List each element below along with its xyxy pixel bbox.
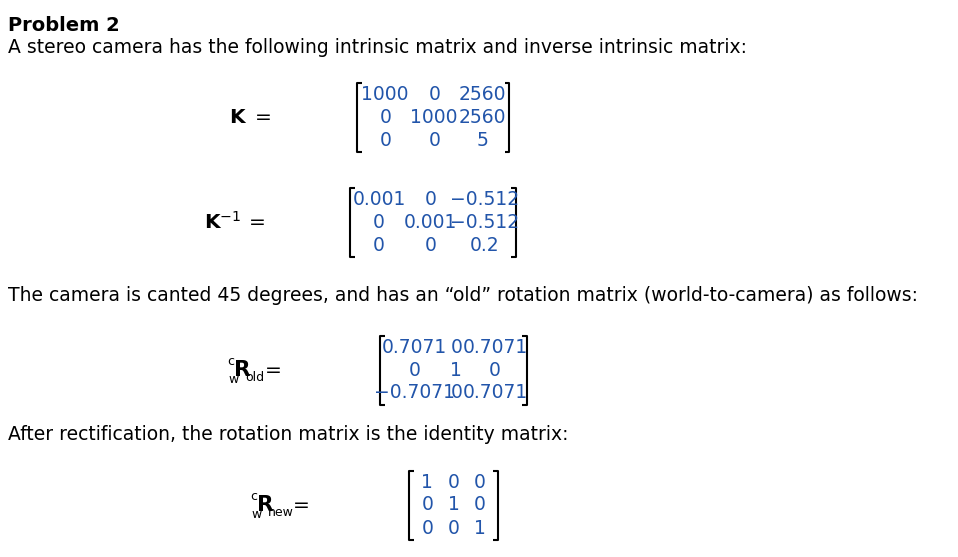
Text: 0: 0 — [473, 472, 486, 491]
Text: 0: 0 — [422, 519, 433, 538]
Text: 0.001: 0.001 — [404, 213, 457, 232]
Text: −0.7071: −0.7071 — [375, 384, 455, 403]
Text: 1: 1 — [422, 472, 433, 491]
Text: 0: 0 — [428, 130, 440, 149]
Text: 0: 0 — [374, 236, 385, 255]
Text: 0: 0 — [424, 189, 437, 208]
Text: −0.512: −0.512 — [450, 213, 519, 232]
Text: 1000: 1000 — [410, 108, 458, 126]
Text: −0.512: −0.512 — [450, 189, 519, 208]
Text: =: = — [255, 108, 272, 126]
Text: 2560: 2560 — [458, 85, 506, 104]
Text: 0.7071: 0.7071 — [382, 338, 447, 356]
Text: 0: 0 — [450, 384, 463, 403]
Text: Problem 2: Problem 2 — [9, 16, 120, 35]
Text: 0: 0 — [422, 496, 433, 515]
Text: 0: 0 — [447, 519, 460, 538]
Text: 0: 0 — [447, 472, 460, 491]
Text: 0: 0 — [374, 213, 385, 232]
Text: 0: 0 — [424, 236, 437, 255]
Text: $\mathbf{K}^{-1}$: $\mathbf{K}^{-1}$ — [204, 211, 241, 233]
Text: new: new — [268, 506, 294, 519]
Text: w: w — [252, 507, 262, 520]
Text: After rectification, the rotation matrix is the identity matrix:: After rectification, the rotation matrix… — [9, 425, 569, 444]
Text: A stereo camera has the following intrinsic matrix and inverse intrinsic matrix:: A stereo camera has the following intrin… — [9, 38, 747, 57]
Text: 0: 0 — [379, 130, 391, 149]
Text: 1: 1 — [450, 360, 463, 379]
Text: c: c — [227, 354, 234, 368]
Text: =: = — [292, 496, 309, 515]
Text: 0.7071: 0.7071 — [463, 338, 528, 356]
Text: 0: 0 — [490, 360, 501, 379]
Text: 0.7071: 0.7071 — [463, 384, 528, 403]
Text: w: w — [229, 373, 239, 385]
Text: 0.001: 0.001 — [353, 189, 406, 208]
Text: 1: 1 — [447, 496, 460, 515]
Text: 0: 0 — [409, 360, 421, 379]
Text: 1: 1 — [473, 519, 486, 538]
Text: =: = — [264, 360, 282, 379]
Text: 5: 5 — [476, 130, 488, 149]
Text: =: = — [249, 213, 266, 232]
Text: $\mathbf{R}$: $\mathbf{R}$ — [256, 495, 274, 515]
Text: 2560: 2560 — [458, 108, 506, 126]
Text: $\mathbf{K}$: $\mathbf{K}$ — [229, 108, 247, 126]
Text: 0: 0 — [379, 108, 391, 126]
Text: c: c — [250, 490, 257, 502]
Text: $\mathbf{R}$: $\mathbf{R}$ — [233, 360, 251, 380]
Text: 0: 0 — [428, 85, 440, 104]
Text: 0: 0 — [473, 496, 486, 515]
Text: 1000: 1000 — [361, 85, 409, 104]
Text: The camera is canted 45 degrees, and has an “old” rotation matrix (world-to-came: The camera is canted 45 degrees, and has… — [9, 286, 918, 305]
Text: 0: 0 — [450, 338, 463, 356]
Text: old: old — [245, 370, 264, 384]
Text: 0.2: 0.2 — [469, 236, 499, 255]
